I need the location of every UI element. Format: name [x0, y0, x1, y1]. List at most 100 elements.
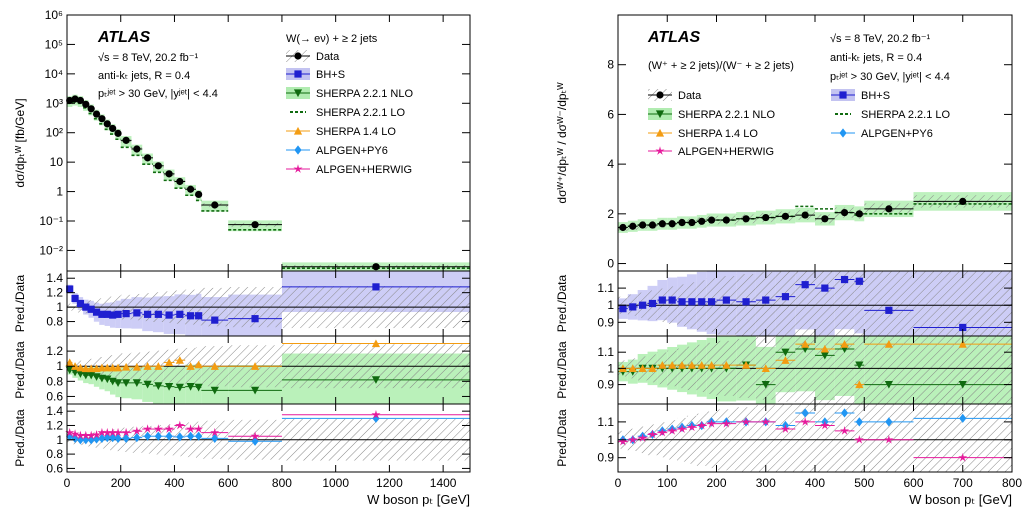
y-tick-label: 10²: [46, 126, 63, 140]
right-chart: 0 2 4 6 8 dσᵂ⁺/dpₜᵂ / dσᵂ⁻/dpₜᵂ 0.9 1 1.1 Pred./D…: [555, 14, 1022, 507]
data-point: [66, 431, 74, 441]
data-point: [688, 218, 696, 227]
y-tick-label: 0.6: [46, 389, 63, 403]
data-point: [109, 124, 117, 133]
data-uncertainty-band: [864, 271, 914, 336]
data-point: [648, 299, 657, 308]
ratio-panel-1: 0.811.21.4 Pred./Data: [13, 270, 471, 337]
x-tick-label: 800: [272, 476, 292, 490]
data-point: [165, 431, 173, 441]
legend-label: BH+S: [861, 90, 890, 102]
data-point: [109, 311, 117, 319]
data-point: [76, 96, 85, 105]
y-tick-label: 8: [607, 58, 614, 72]
legend-entry: ALPGEN+PY6: [286, 145, 388, 157]
annotation: anti-kₜ jets, R = 0.4: [98, 70, 190, 82]
x-axis-label: W boson pₜ [GeV]: [909, 492, 1012, 507]
series-alpgen-herwig: [65, 409, 470, 441]
data-uncertainty-band: [795, 271, 815, 336]
data-point: [154, 310, 162, 318]
data-point: [70, 429, 80, 438]
data-point: [251, 221, 259, 229]
data-point: [629, 222, 637, 230]
data-point: [371, 409, 381, 419]
data-point: [820, 351, 829, 360]
data-point: [164, 424, 174, 433]
y-tick-label: 0.6: [46, 461, 63, 475]
y-tick-label: 0.9: [597, 378, 614, 392]
data-point: [884, 380, 893, 389]
data-point: [154, 362, 163, 370]
data-point: [133, 145, 141, 153]
series-alpgen-herwig: [618, 417, 1012, 462]
data-point: [761, 417, 771, 426]
data-point: [98, 310, 106, 318]
data-point: [761, 380, 770, 389]
data-point: [97, 427, 107, 437]
legend-entry: ALPGEN+PY6: [831, 128, 933, 140]
data-point: [722, 216, 730, 224]
y-tick-label: 1.1: [597, 345, 614, 359]
series-alpgen-py6: [66, 413, 470, 446]
legend-label: ALPGEN+HERWIG: [678, 146, 774, 158]
annotation: √s = 8 TeV, 20.2 fb⁻¹: [830, 33, 931, 45]
data-point: [820, 420, 830, 430]
data-point: [707, 298, 716, 306]
x-tick-label: 1200: [376, 476, 403, 490]
series-sherpa-2-2-1-nlo: [65, 366, 470, 395]
data-point: [114, 129, 122, 137]
legend-marker: [839, 91, 847, 99]
y-tick-label: 1.2: [46, 286, 63, 300]
legend-entry: SHERPA 1.4 LO: [286, 126, 396, 138]
y-tick-label: 10: [50, 155, 64, 169]
data-point: [82, 303, 90, 311]
data-point: [698, 217, 706, 225]
legend-label: SHERPA 2.2.1 LO: [861, 109, 951, 121]
data-uncertainty-band: [834, 404, 855, 472]
data-point: [697, 420, 707, 430]
data-point: [667, 426, 677, 435]
y-tick-label: 6: [607, 107, 614, 121]
data-uncertainty-band: [775, 271, 796, 336]
annotation: pₜʲᵉᵗ > 30 GeV, |yʲᵉᵗ| < 4.4: [98, 88, 218, 100]
data-point: [371, 339, 381, 348]
data-point: [65, 427, 75, 437]
data-point: [76, 435, 85, 445]
data-point: [91, 429, 102, 439]
data-point: [840, 408, 849, 418]
data-point: [194, 424, 204, 433]
y-tick-label: 0: [607, 257, 614, 271]
data-point: [668, 220, 676, 228]
y-tick-label: 10⁵: [45, 37, 63, 51]
atlas-label: ATLAS: [97, 29, 150, 46]
data-point: [647, 429, 658, 439]
x-tick-label: 400: [164, 476, 184, 490]
legend-label: Data: [678, 90, 702, 102]
data-point: [103, 375, 112, 384]
data-point: [820, 344, 829, 353]
data-point: [76, 363, 85, 372]
y-axis-label: dσ/dpₜᵂ [fb/GeV]: [13, 98, 27, 187]
data-point: [114, 433, 122, 443]
y-tick-label: 10⁴: [44, 67, 63, 81]
x-tick-label: 0: [64, 476, 71, 490]
data-point: [143, 380, 152, 389]
x-tick-label: 600: [903, 476, 923, 490]
legend-label: SHERPA 1.4 LO: [316, 126, 396, 138]
data-point: [98, 433, 106, 443]
legend-marker: [293, 164, 303, 173]
data-point: [639, 301, 647, 309]
data-point: [132, 362, 141, 371]
legend-marker: [655, 128, 665, 137]
legend-marker: [294, 70, 302, 78]
data-point: [186, 424, 196, 433]
x-axis-label: W boson pₜ [GeV]: [367, 492, 470, 507]
data-point: [144, 154, 152, 162]
legend-marker: [655, 146, 665, 155]
data-point: [82, 100, 90, 108]
data-point: [821, 284, 829, 292]
data-point: [76, 299, 85, 308]
data-point: [154, 431, 162, 441]
y-tick-label: 2: [607, 207, 614, 221]
